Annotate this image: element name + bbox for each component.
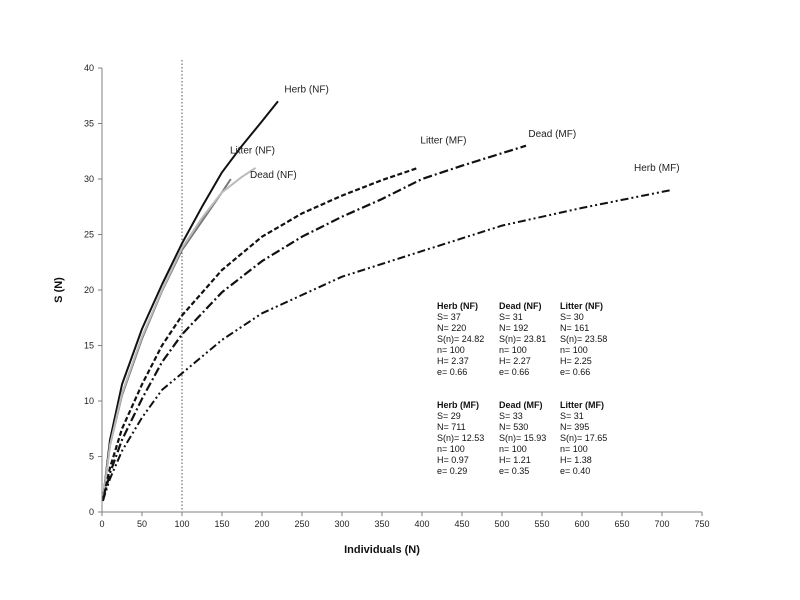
stats-line: S(n)= 17.65 bbox=[560, 433, 607, 443]
x-tick-label: 100 bbox=[174, 519, 189, 529]
y-tick-label: 30 bbox=[84, 174, 94, 184]
stats-heading: Herb (MF) bbox=[437, 400, 479, 410]
y-tick-label: 10 bbox=[84, 396, 94, 406]
x-tick-label: 0 bbox=[99, 519, 104, 529]
stats-line: n= 100 bbox=[437, 444, 465, 454]
stats-line: N= 395 bbox=[560, 422, 589, 432]
stats-heading: Litter (MF) bbox=[560, 400, 604, 410]
x-tick-label: 250 bbox=[294, 519, 309, 529]
stats-line: e= 0.35 bbox=[499, 466, 529, 476]
series-line-3 bbox=[101, 166, 419, 502]
x-tick-label: 200 bbox=[254, 519, 269, 529]
x-tick-label: 300 bbox=[334, 519, 349, 529]
y-tick-label: 40 bbox=[84, 63, 94, 73]
stats-heading: Dead (NF) bbox=[499, 301, 542, 311]
series-line-2 bbox=[101, 167, 257, 502]
stats-line: e= 0.40 bbox=[560, 466, 590, 476]
x-tick-label: 150 bbox=[214, 519, 229, 529]
stats-line: e= 0.66 bbox=[560, 367, 590, 377]
stats-line: S(n)= 23.58 bbox=[560, 334, 607, 344]
stats-line: S= 30 bbox=[560, 312, 584, 322]
stats-heading: Herb (NF) bbox=[437, 301, 478, 311]
stats-line: H= 0.97 bbox=[437, 455, 469, 465]
stats-line: S= 33 bbox=[499, 411, 523, 421]
stats-line: H= 2.25 bbox=[560, 356, 592, 366]
x-tick-label: 650 bbox=[614, 519, 629, 529]
x-tick-label: 500 bbox=[494, 519, 509, 529]
y-tick-label: 25 bbox=[84, 230, 94, 240]
series-label: Herb (MF) bbox=[634, 163, 680, 174]
stats-line: e= 0.66 bbox=[499, 367, 529, 377]
stats-line: N= 711 bbox=[437, 422, 466, 432]
series-line-0 bbox=[101, 100, 279, 502]
stats-line: S= 31 bbox=[499, 312, 523, 322]
y-tick-label: 20 bbox=[84, 285, 94, 295]
stats-line: N= 220 bbox=[437, 323, 466, 333]
stats-line: S(n)= 24.82 bbox=[437, 334, 484, 344]
stats-line: N= 192 bbox=[499, 323, 528, 333]
x-tick-label: 550 bbox=[534, 519, 549, 529]
y-tick-label: 35 bbox=[84, 119, 94, 129]
stats-line: n= 100 bbox=[499, 444, 527, 454]
stats-line: S= 29 bbox=[437, 411, 461, 421]
stats-line: n= 100 bbox=[437, 345, 465, 355]
x-tick-label: 750 bbox=[694, 519, 709, 529]
x-axis-title: Individuals (N) bbox=[344, 544, 420, 556]
y-tick-label: 0 bbox=[89, 507, 94, 517]
stats-line: N= 161 bbox=[560, 323, 589, 333]
series-line-5 bbox=[101, 189, 671, 502]
stats-line: H= 1.38 bbox=[560, 455, 592, 465]
stats-line: n= 100 bbox=[560, 444, 588, 454]
y-axis-title: S (N) bbox=[53, 277, 65, 303]
stats-line: S= 37 bbox=[437, 312, 461, 322]
stats-line: H= 2.27 bbox=[499, 356, 531, 366]
chart-axes: 0 50 100 150 200 250 300 350 400 450 500 550 600 650 7… bbox=[84, 63, 710, 529]
stats-line: S= 31 bbox=[560, 411, 584, 421]
x-tick-label: 50 bbox=[137, 519, 147, 529]
chart-series bbox=[101, 100, 671, 502]
x-tick-label: 450 bbox=[454, 519, 469, 529]
x-tick-label: 700 bbox=[654, 519, 669, 529]
stats-line: e= 0.29 bbox=[437, 466, 467, 476]
series-line-4 bbox=[101, 144, 527, 502]
x-tick-label: 600 bbox=[574, 519, 589, 529]
series-label: Dead (NF) bbox=[250, 170, 297, 181]
x-tick-label: 400 bbox=[414, 519, 429, 529]
series-label: Dead (MF) bbox=[528, 129, 576, 140]
stats-line: n= 100 bbox=[499, 345, 527, 355]
series-label: Herb (NF) bbox=[284, 84, 328, 95]
stats-heading: Dead (MF) bbox=[499, 400, 543, 410]
stats-line: S(n)= 15.93 bbox=[499, 433, 546, 443]
stats-heading: Litter (NF) bbox=[560, 301, 603, 311]
series-label: Litter (MF) bbox=[420, 135, 466, 146]
y-tick-label: 15 bbox=[84, 341, 94, 351]
stats-line: e= 0.66 bbox=[437, 367, 467, 377]
stats-line: S(n)= 12.53 bbox=[437, 433, 484, 443]
chart-series-labels: Herb (NF) Litter (NF) Dead (NF) Litter (MF)… bbox=[230, 84, 680, 180]
stats-line: N= 530 bbox=[499, 422, 528, 432]
series-label: Litter (NF) bbox=[230, 145, 275, 156]
stats-line: H= 2.37 bbox=[437, 356, 469, 366]
stats-line: S(n)= 23.81 bbox=[499, 334, 546, 344]
y-tick-label: 5 bbox=[89, 452, 94, 462]
x-tick-label: 350 bbox=[374, 519, 389, 529]
stats-line: H= 1.21 bbox=[499, 455, 531, 465]
stats-line: n= 100 bbox=[560, 345, 588, 355]
